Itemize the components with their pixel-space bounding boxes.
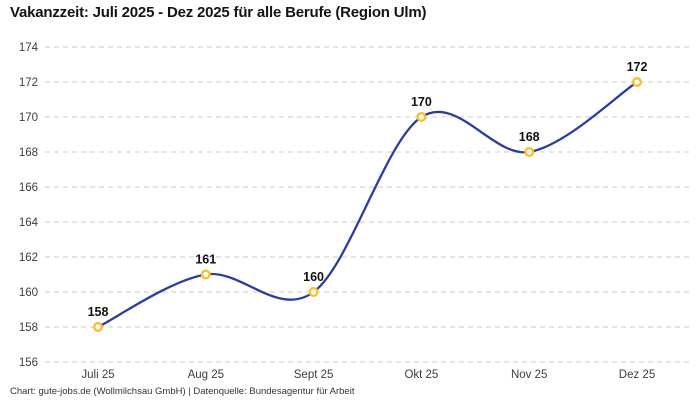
y-tick-label: 166 xyxy=(19,182,38,194)
data-point-marker xyxy=(308,287,319,298)
y-tick-label: 160 xyxy=(19,287,38,299)
x-tick-label: Sept 25 xyxy=(294,369,334,381)
trend-line xyxy=(96,80,639,329)
data-point-marker xyxy=(632,76,643,87)
data-point-marker xyxy=(416,111,427,122)
y-tick-label: 168 xyxy=(19,147,38,159)
y-tick-label: 170 xyxy=(19,112,38,124)
x-tick-label: Nov 25 xyxy=(511,369,547,381)
y-tick-label: 162 xyxy=(19,252,38,264)
x-tick-label: Dez 25 xyxy=(619,369,655,381)
data-point-label: 161 xyxy=(195,253,216,267)
data-point-label: 172 xyxy=(627,60,648,74)
chart-credit: Chart: gute-jobs.de (Wollmilchsau GmbH) … xyxy=(10,386,355,397)
data-point-marker xyxy=(92,322,103,333)
x-tick-label: Juli 25 xyxy=(81,369,114,381)
data-point-label: 160 xyxy=(303,270,324,284)
y-tick-label: 164 xyxy=(19,217,39,229)
data-point-marker xyxy=(524,146,535,157)
data-point-label: 170 xyxy=(411,95,432,109)
y-tick-label: 158 xyxy=(19,322,38,334)
x-tick-label: Okt 25 xyxy=(404,369,438,381)
data-point-label: 158 xyxy=(88,305,109,319)
chart-title: Vakanzzeit: Juli 2025 - Dez 2025 für all… xyxy=(10,4,427,21)
data-point-marker xyxy=(200,269,211,280)
y-tick-label: 174 xyxy=(19,42,39,54)
x-tick-label: Aug 25 xyxy=(188,369,224,381)
y-tick-label: 172 xyxy=(19,77,38,89)
y-tick-label: 156 xyxy=(19,357,38,369)
data-point-label: 168 xyxy=(519,130,540,144)
